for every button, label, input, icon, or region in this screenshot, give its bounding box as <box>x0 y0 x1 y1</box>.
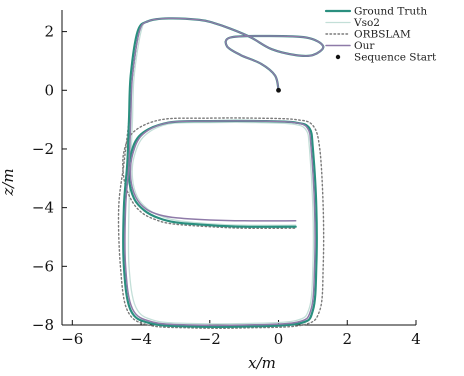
plot-area <box>117 17 325 329</box>
x-tick-label: −2 <box>199 330 221 348</box>
x-tick-label: −4 <box>130 330 152 348</box>
start-marker <box>276 87 281 93</box>
y-tick-label: 2 <box>44 23 54 41</box>
series-line-vso2 <box>127 17 324 325</box>
y-tick-label: −6 <box>32 257 54 275</box>
legend-label: ORBSLAM <box>354 29 411 41</box>
series-line-ground-truth <box>122 17 325 328</box>
x-tick-label: 4 <box>411 330 421 348</box>
x-tick-label: 0 <box>274 330 284 348</box>
y-tick-label: −2 <box>32 140 54 158</box>
legend-marker <box>335 54 341 60</box>
series-line-our <box>124 17 325 327</box>
y-tick-label: 0 <box>44 81 54 99</box>
y-tick-label: −8 <box>32 316 54 334</box>
legend-label: Ground Truth <box>354 6 427 18</box>
legend-label: Sequence Start <box>354 52 437 64</box>
y-tick-label: −4 <box>32 199 54 217</box>
x-tick-label: −6 <box>61 330 83 348</box>
y-axis-title: z/m <box>0 168 17 196</box>
x-axis-title: x/m <box>248 354 276 372</box>
axes: −6 −4 −2 0 2 4 2 0 −2 −4 −6 −8 <box>32 10 421 348</box>
series-line-orbslam <box>117 17 325 329</box>
legend-label: Our <box>354 40 375 52</box>
legend-label: Vso2 <box>353 17 380 29</box>
x-tick-label: 2 <box>342 330 352 348</box>
